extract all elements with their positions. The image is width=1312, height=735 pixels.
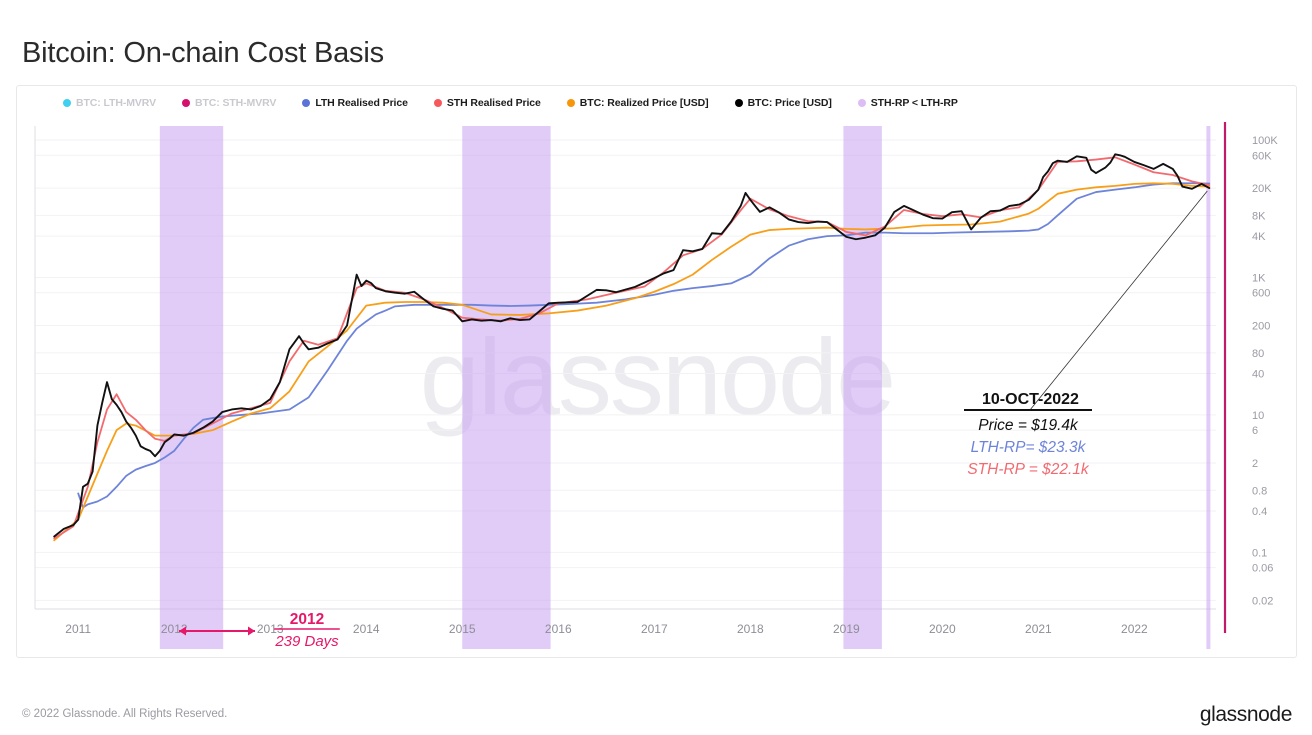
x-tick-label: 2014 [353,622,380,636]
legend-color-dot [433,99,442,107]
y-tick-label: 6 [1252,425,1258,437]
legend-color-dot [302,99,311,107]
legend-item-2[interactable]: LTH Realised Price [302,97,408,109]
y-tick-label: 60K [1252,150,1272,162]
callout-line-1: LTH-RP= $23.3k [971,439,1087,456]
legend-item-label: STH Realised Price [446,97,541,109]
legend-item-label: BTC: Price [USD] [747,97,832,109]
y-tick-label: 40 [1252,369,1264,381]
chart-legend: BTC: LTH-MVRV BTC: STH-MVRV LTH Realised P… [17,92,1296,114]
page-title: Bitcoin: On-chain Cost Basis [22,37,384,70]
y-tick-label: 200 [1252,321,1270,333]
y-tick-label: 20K [1252,183,1272,195]
legend-item-3[interactable]: STH Realised Price [433,97,541,109]
shaded-band-2012 [159,126,224,649]
legend-item-5[interactable]: BTC: Price [USD] [734,97,832,109]
legend-item-label: LTH Realised Price [315,97,408,109]
legend-color-dot [181,99,190,107]
legend-item-1[interactable]: BTC: STH-MVRV [181,97,277,109]
x-tick-label: 2011 [65,622,91,636]
y-tick-label: 600 [1252,288,1270,300]
legend-item-label: BTC: STH-MVRV [194,97,277,109]
y-tick-label: 4K [1252,231,1266,243]
shaded-bands [159,126,1211,649]
shaded-band-2021-2022 [1206,126,1211,649]
annotation-period-label: 2012 [290,611,324,628]
y-tick-label: 0.02 [1252,595,1273,607]
legend-color-dot [63,99,71,107]
y-tick-label: 0.1 [1252,547,1267,559]
y-tick-label: 0.06 [1252,563,1273,575]
legend-color-dot [734,99,743,107]
x-tick-label: 2022 [1121,622,1148,636]
footer-copyright: © 2022 Glassnode. All Rights Reserved. [22,708,228,720]
series-lines [53,153,1211,542]
callout-line-2: STH-RP = $22.1k [967,461,1090,478]
legend-item-label: STH-RP < LTH-RP [870,97,958,109]
x-tick-label: 2018 [737,622,764,636]
y-tick-label: 8K [1252,210,1266,222]
date-callout: 10-OCT-2022 Price = $19.4k LTH-RP= $23.3k S… [964,190,1208,478]
x-tick-label: 2012 [161,622,188,636]
series-line-btc-price-usd- [53,153,1211,538]
x-tick-label: 2013 [257,622,284,636]
x-tick-label: 2016 [545,622,572,636]
y-tick-label: 0.4 [1252,506,1267,518]
callout-leader-line [1029,190,1208,411]
legend-color-dot [857,99,866,107]
chart-plot-area: glassnode 100K 60K 20K 8K 4K 1K 600 200 80 40 10 6 2… [17,114,1298,659]
annotation-arrow-head [179,626,186,636]
y-tick-label: 80 [1252,348,1264,360]
shaded-band-2014-2015 [462,126,551,649]
y-tick-label: 100K [1252,135,1278,147]
callout-line-0: Price = $19.4k [978,417,1079,434]
chart-card: BTC: LTH-MVRV BTC: STH-MVRV LTH Realised P… [16,85,1297,658]
x-tick-label: 2019 [833,622,860,636]
grid-lines [34,126,1216,610]
legend-item-4[interactable]: BTC: Realized Price [USD] [566,97,709,109]
cost-basis-line-chart: glassnode 100K60K20K8K4K1K60020080401062… [34,122,1278,650]
glassnode-logo: glassnode [1199,703,1293,726]
y-tick-label: 2 [1252,458,1258,470]
legend-item-0[interactable]: BTC: LTH-MVRV [63,97,156,109]
y-tick-label: 0.8 [1252,485,1267,497]
legend-item-label: BTC: LTH-MVRV [76,97,156,109]
x-axis-ticks: 2011 2012 2013 2014 2015 2016 2017 2018 2019 2020… [65,622,1148,636]
series-line-btc-realized-price-usd- [53,182,1211,542]
shaded-band-2018-2019 [843,126,882,649]
x-tick-label: 2021 [1025,622,1052,636]
legend-color-dot [566,99,575,107]
x-tick-label: 2020 [929,622,956,636]
annotation-duration-label: 239 Days [274,633,339,650]
callout-date: 10-OCT-2022 [982,391,1079,408]
series-line-lth-realised-price [77,182,1211,509]
y-axis-ticks: 100K 60K 20K 8K 4K 1K 600 200 80 40 10 6 2 0.8 0.4 0.1 0… [1252,135,1278,607]
legend-item-label: BTC: Realized Price [USD] [579,97,709,109]
x-tick-label: 2015 [449,622,476,636]
x-tick-label: 2017 [641,622,668,636]
annotation-arrow-head [248,626,255,636]
y-tick-label: 10 [1252,410,1264,422]
y-tick-label: 1K [1252,272,1266,284]
legend-item-6[interactable]: STH-RP < LTH-RP [857,97,958,109]
